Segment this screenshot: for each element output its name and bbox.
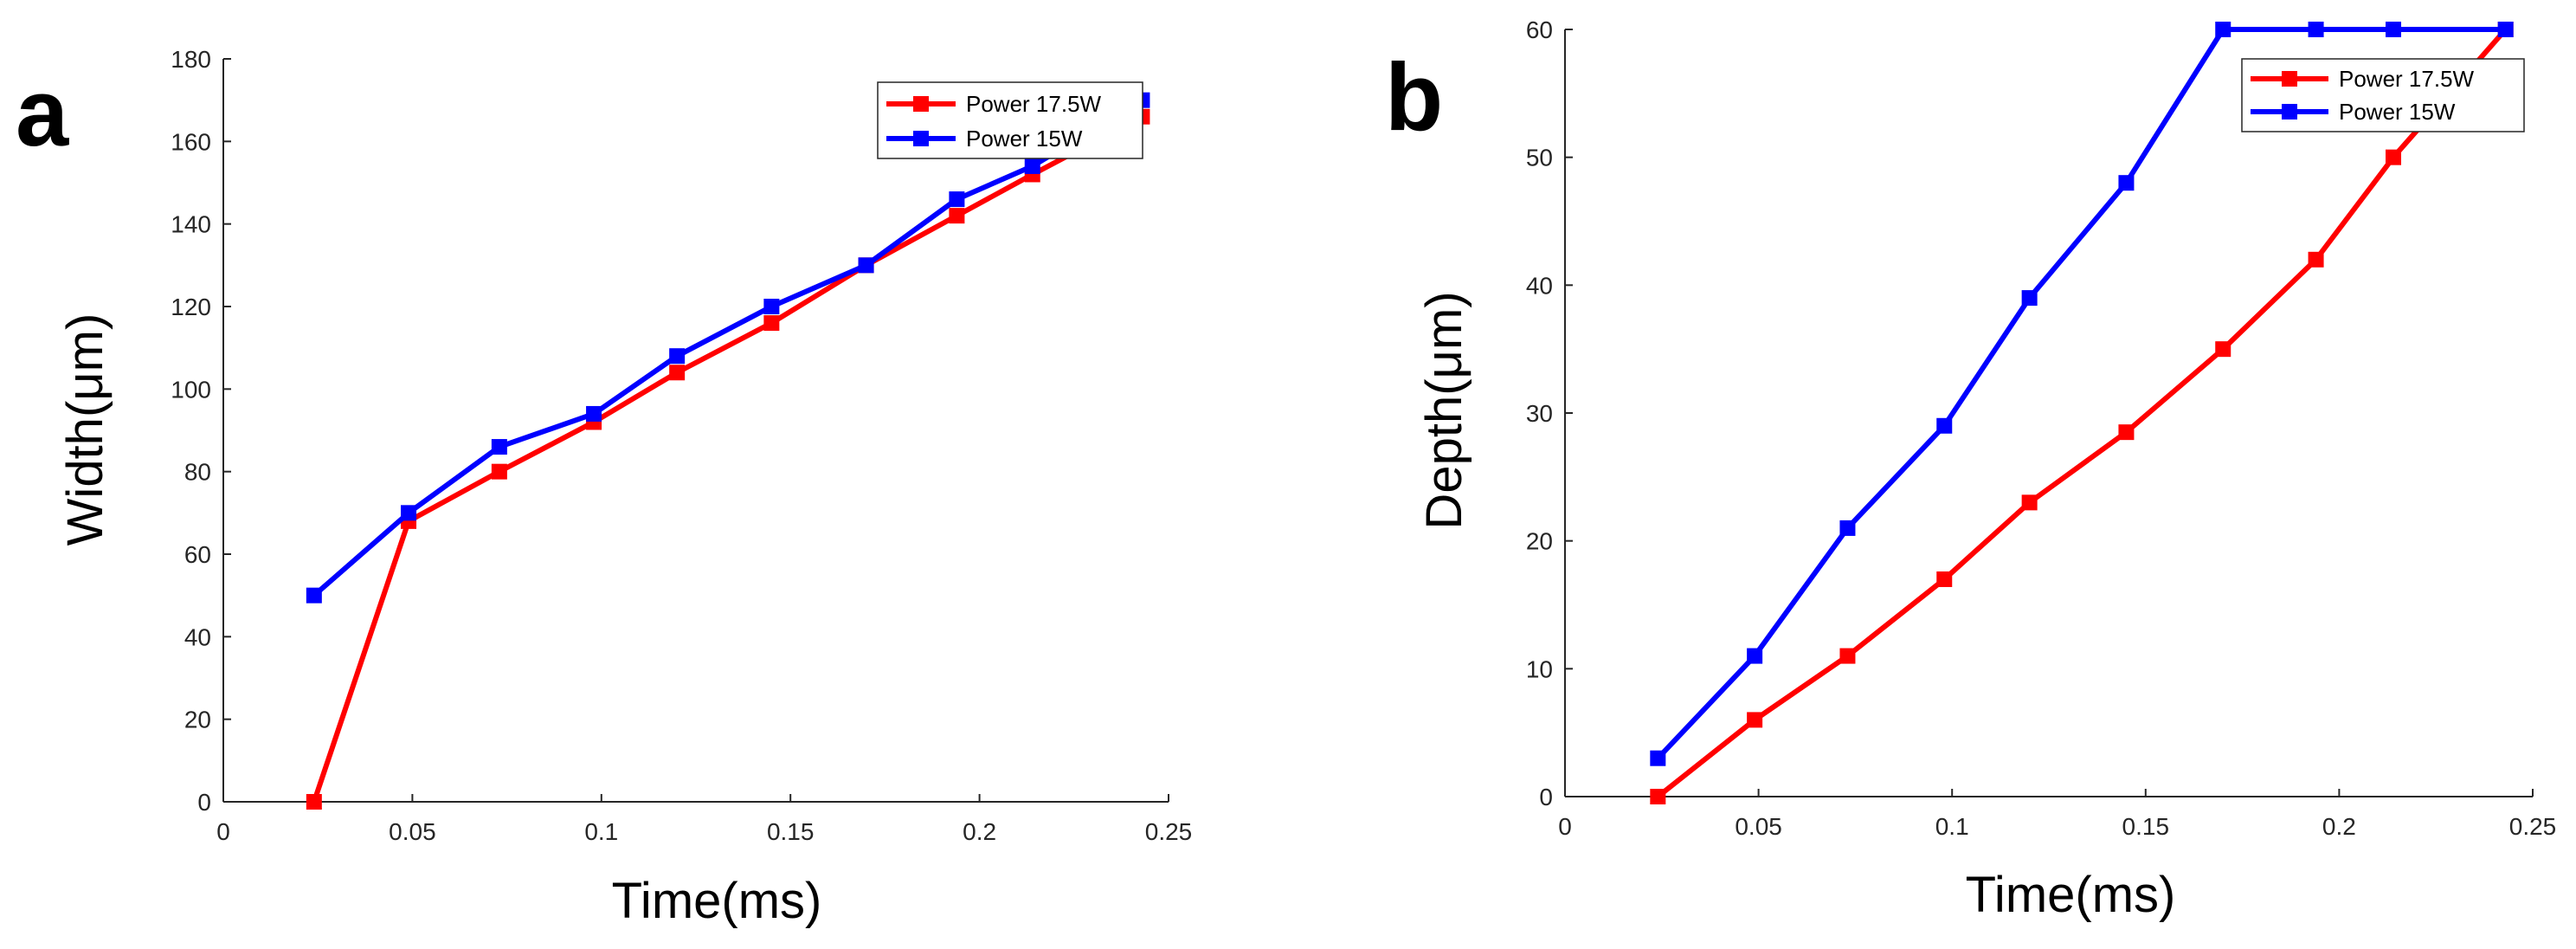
x-tick-label: 0.25 bbox=[2509, 813, 2557, 840]
data-point-power-15w-b bbox=[2021, 290, 2038, 307]
legend-marker-red-b bbox=[2282, 71, 2297, 87]
y-tick-label: 50 bbox=[1526, 145, 1553, 171]
data-point-power-17-5w-a bbox=[763, 315, 780, 332]
x-tick-label: 0.2 bbox=[2322, 813, 2356, 840]
x-tick-label: 0.1 bbox=[1935, 813, 1969, 840]
x-tick-label: 0.25 bbox=[1145, 818, 1193, 845]
legend-label-red-a: Power 17.5W bbox=[966, 91, 1102, 117]
data-point-power-15w-b bbox=[2118, 175, 2135, 191]
data-point-power-17-5w-b bbox=[2215, 341, 2231, 358]
x-tick-label: 0 bbox=[1558, 813, 1572, 840]
data-point-power-17-5w-b bbox=[2021, 494, 2038, 511]
x-tick-label: 0.05 bbox=[389, 818, 436, 845]
x-ticks-a: 0 0.05 0.1 0.15 0.2 0.25 bbox=[216, 794, 1192, 845]
chart-panel-b: b 0 10 20 30 40 50 60 0 0.05 0.1 0.15 0.2 0.25 Time… bbox=[1385, 16, 2556, 923]
x-axis-label-a: Time(ms) bbox=[612, 873, 822, 929]
data-point-power-15w-b bbox=[2215, 22, 2231, 37]
y-tick-label: 30 bbox=[1526, 400, 1553, 427]
y-ticks-b: 0 10 20 30 40 50 60 bbox=[1526, 16, 1573, 810]
legend-label-red-b: Power 17.5W bbox=[2339, 66, 2475, 92]
y-axis-label-b: Depth(μm) bbox=[1416, 291, 1472, 529]
data-point-power-17-5w-b bbox=[1650, 789, 1666, 804]
data-point-power-15w-b bbox=[1936, 417, 1953, 434]
series-line-power-15w-b bbox=[1656, 27, 2506, 760]
y-tick-label: 20 bbox=[184, 707, 211, 733]
y-tick-label: 180 bbox=[171, 46, 211, 73]
y-tick-label: 40 bbox=[184, 623, 211, 650]
y-tick-label: 160 bbox=[171, 128, 211, 155]
x-tick-label: 0.1 bbox=[584, 818, 618, 845]
panel-label-b: b bbox=[1385, 44, 1443, 151]
series-line-power-17-5w-a bbox=[311, 114, 1143, 803]
x-axis-label-b: Time(ms) bbox=[1966, 867, 2176, 923]
data-point-power-15w-a bbox=[858, 257, 874, 274]
data-point-power-17-5w-a bbox=[491, 463, 507, 480]
data-point-power-15w-b bbox=[1839, 520, 1856, 536]
data-point-power-15w-a bbox=[763, 299, 780, 314]
y-tick-label: 80 bbox=[184, 459, 211, 486]
y-ticks-a: 0 20 40 60 80 100 120 140 160 180 bbox=[171, 46, 231, 816]
legend-marker-blue-b bbox=[2282, 104, 2297, 119]
y-tick-label: 20 bbox=[1526, 528, 1553, 555]
data-point-power-15w-b bbox=[2308, 22, 2324, 37]
data-point-power-17-5w-b bbox=[2118, 424, 2135, 441]
legend-marker-red-a bbox=[913, 96, 929, 112]
data-point-power-17-5w-b bbox=[2386, 149, 2402, 165]
x-tick-label: 0.15 bbox=[2122, 813, 2170, 840]
data-point-power-15w-a bbox=[491, 439, 507, 455]
y-tick-label: 60 bbox=[1526, 16, 1553, 43]
x-ticks-b: 0 0.05 0.1 0.15 0.2 0.25 bbox=[1558, 789, 2556, 840]
series-layer-a bbox=[306, 92, 1150, 810]
data-point-power-15w-a bbox=[669, 348, 686, 365]
data-point-power-15w-b bbox=[1747, 648, 1763, 664]
data-point-power-17-5w-b bbox=[1839, 648, 1856, 664]
data-point-power-17-5w-a bbox=[306, 794, 322, 810]
data-point-power-15w-a bbox=[949, 191, 965, 208]
legend-label-blue-b: Power 15W bbox=[2339, 99, 2456, 125]
y-tick-label: 0 bbox=[1539, 784, 1553, 810]
y-axis-label-a: Width(μm) bbox=[57, 313, 113, 546]
legend-marker-blue-a bbox=[913, 131, 929, 146]
legend-b: Power 17.5W Power 15W bbox=[2241, 58, 2525, 132]
y-tick-label: 10 bbox=[1526, 655, 1553, 682]
y-tick-label: 0 bbox=[197, 789, 211, 816]
legend-label-blue-a: Power 15W bbox=[966, 126, 1083, 152]
y-tick-label: 120 bbox=[171, 294, 211, 320]
data-point-power-17-5w-b bbox=[2308, 251, 2324, 268]
x-tick-label: 0.05 bbox=[1735, 813, 1782, 840]
data-point-power-17-5w-b bbox=[1747, 712, 1763, 728]
data-point-power-17-5w-b bbox=[1936, 571, 1953, 587]
data-point-power-15w-b bbox=[2386, 22, 2402, 37]
data-point-power-15w-b bbox=[1650, 750, 1666, 766]
x-tick-label: 0.2 bbox=[963, 818, 996, 845]
data-point-power-15w-a bbox=[306, 587, 322, 604]
data-point-power-17-5w-a bbox=[669, 365, 686, 381]
y-tick-label: 60 bbox=[184, 541, 211, 568]
data-point-power-15w-a bbox=[401, 505, 417, 521]
y-tick-label: 40 bbox=[1526, 272, 1553, 299]
data-point-power-15w-a bbox=[586, 405, 602, 422]
data-point-power-15w-b bbox=[2497, 22, 2514, 37]
x-tick-label: 0 bbox=[216, 818, 230, 845]
series-layer-b bbox=[1650, 22, 2514, 804]
legend-a: Power 17.5W Power 15W bbox=[877, 81, 1143, 159]
series-line-power-15w-a bbox=[312, 98, 1143, 597]
data-point-power-15w-a bbox=[1024, 158, 1040, 174]
data-point-power-17-5w-a bbox=[949, 208, 965, 224]
y-tick-label: 140 bbox=[171, 211, 211, 238]
panel-label-a: a bbox=[16, 60, 69, 166]
series-line-power-17-5w-b bbox=[1656, 28, 2508, 799]
x-tick-label: 0.15 bbox=[767, 818, 815, 845]
y-tick-label: 100 bbox=[171, 376, 211, 403]
